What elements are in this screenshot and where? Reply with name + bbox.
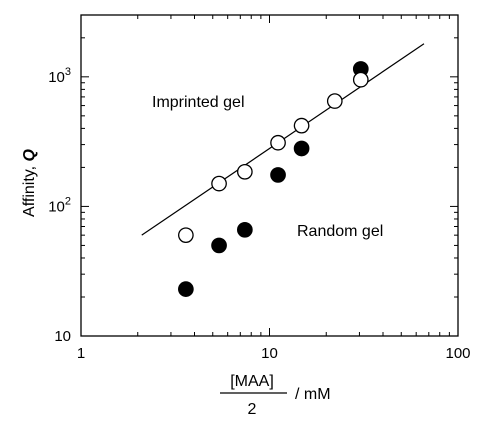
imprinted-gel-point	[178, 227, 194, 244]
x-tick-label: 100	[445, 345, 470, 362]
x-axis-label-denominator: 2	[248, 401, 257, 418]
x-axis-label: [MAA] 2 / mM	[220, 373, 331, 418]
imprinted-gel-point	[352, 71, 369, 88]
imprinted-gel-point	[211, 175, 227, 192]
imprinted-gel-point	[326, 93, 343, 109]
plot-area	[80, 14, 459, 337]
svg-text:Affinity, Q: Affinity, Q	[21, 149, 38, 217]
x-tick-label: 10	[261, 345, 278, 362]
y-tick-label-exponent: 2	[65, 195, 71, 207]
y-tick-label-base: 10	[54, 328, 71, 345]
data-points	[178, 61, 369, 297]
imprinted-gel-point	[237, 163, 253, 180]
x-axis-label-unit: / mM	[295, 386, 331, 403]
annotation-random-gel: Random gel	[297, 223, 383, 240]
imprinted-gel-point	[293, 117, 310, 134]
random-gel-point	[211, 237, 227, 254]
y-tick-label: 10	[54, 328, 71, 345]
random-gel-point	[237, 221, 253, 238]
random-gel-point	[293, 140, 310, 157]
annotation-imprinted-gel: Imprinted gel	[152, 94, 245, 111]
x-axis-label-numerator: [MAA]	[230, 373, 274, 390]
y-tick-label-exponent: 3	[65, 66, 71, 78]
random-gel-point	[178, 281, 194, 297]
y-tick-label: 102	[48, 195, 71, 215]
y-axis-label: Affinity, Q	[21, 149, 38, 217]
x-axis-ticks: 1 10 100	[77, 15, 471, 362]
y-tick-label-base: 10	[48, 69, 65, 86]
y-tick-label-base: 10	[48, 198, 65, 215]
y-axis-label-symbol: Q	[21, 149, 38, 162]
random-gel-point	[270, 167, 286, 183]
plot-frame	[80, 14, 459, 337]
x-tick-label: 1	[77, 345, 85, 362]
y-axis-label-text: Affinity,	[21, 162, 38, 217]
imprinted-gel-point	[270, 134, 286, 151]
y-tick-label: 103	[48, 66, 71, 86]
